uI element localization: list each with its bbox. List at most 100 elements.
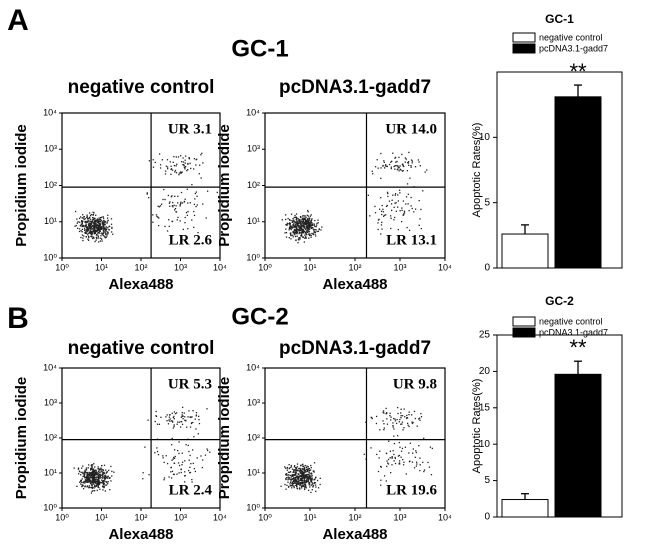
event-dot	[191, 416, 193, 418]
event-dot	[88, 487, 90, 489]
event-dot	[313, 481, 316, 484]
event-dot	[387, 192, 389, 195]
event-dot	[155, 410, 157, 413]
event-dot	[293, 471, 295, 473]
event-dot	[306, 214, 309, 216]
event-dot	[308, 477, 310, 480]
event-dot	[301, 224, 303, 227]
event-dot	[96, 489, 98, 492]
event-dot	[191, 184, 193, 186]
event-dot	[319, 477, 321, 479]
event-dot	[403, 213, 405, 215]
event-dot	[414, 208, 417, 210]
event-dot	[100, 228, 103, 230]
event-dot	[403, 408, 405, 410]
event-dot	[411, 421, 413, 423]
event-dot	[367, 194, 370, 196]
event-dot	[156, 447, 158, 449]
event-dot	[305, 466, 308, 469]
event-dot	[87, 238, 89, 240]
event-dot	[301, 218, 304, 220]
event-dot	[302, 485, 304, 487]
event-dot	[111, 227, 113, 229]
event-dot	[294, 480, 296, 483]
event-dot	[105, 233, 107, 236]
event-dot	[158, 153, 161, 155]
event-dot	[394, 457, 397, 460]
event-dot	[101, 216, 103, 218]
event-dot	[86, 486, 88, 488]
event-dot	[90, 472, 92, 474]
event-dot	[104, 229, 106, 231]
event-dot	[171, 205, 174, 207]
event-dot	[315, 490, 317, 492]
event-dot	[102, 484, 105, 486]
event-dot	[98, 229, 100, 232]
event-dot	[102, 225, 104, 227]
event-dot	[397, 168, 399, 170]
event-dot	[164, 198, 166, 201]
event-dot	[400, 415, 402, 417]
event-dot	[292, 475, 294, 477]
event-dot	[285, 224, 287, 226]
event-dot	[74, 210, 77, 213]
event-dot	[158, 217, 160, 219]
event-dot	[86, 214, 88, 216]
event-dot	[90, 228, 92, 231]
event-dot	[164, 170, 167, 172]
event-dot	[86, 474, 88, 476]
event-dot	[377, 470, 380, 473]
event-dot	[105, 469, 107, 471]
event-dot	[159, 164, 162, 166]
event-dot	[104, 474, 106, 476]
event-dot	[389, 457, 391, 459]
event-dot	[430, 474, 433, 476]
event-dot	[105, 228, 107, 230]
event-dot	[90, 473, 92, 475]
event-dot	[88, 478, 91, 480]
event-dot	[92, 236, 95, 238]
event-dot	[88, 473, 90, 476]
event-dot	[285, 478, 287, 481]
event-dot	[380, 167, 382, 169]
event-dot	[306, 219, 308, 221]
event-dot	[392, 424, 394, 427]
event-dot	[187, 444, 189, 447]
event-dot	[154, 420, 156, 423]
event-dot	[315, 226, 317, 228]
event-dot	[85, 477, 87, 479]
event-dot	[305, 486, 307, 488]
event-dot	[82, 214, 84, 216]
event-dot	[401, 423, 403, 425]
event-dot	[423, 469, 426, 471]
y-tick-label: 0	[484, 512, 490, 523]
event-dot	[307, 473, 309, 476]
event-dot	[83, 475, 85, 477]
event-dot	[405, 473, 407, 475]
event-dot	[285, 477, 288, 479]
event-dot	[88, 236, 90, 239]
event-dot	[294, 474, 297, 476]
event-dot	[87, 481, 89, 483]
event-dot	[102, 482, 104, 484]
event-dot	[94, 240, 96, 243]
event-dot	[95, 226, 98, 229]
event-dot	[175, 211, 177, 213]
event-dot	[107, 227, 109, 229]
event-dot	[99, 481, 102, 484]
event-dot	[403, 212, 406, 214]
event-dot	[167, 168, 169, 170]
event-dot	[296, 232, 298, 235]
event-dot	[407, 424, 409, 426]
event-dot	[386, 412, 388, 414]
event-dot	[308, 474, 310, 476]
event-dot	[297, 223, 299, 225]
event-dot	[306, 471, 308, 473]
event-dot	[397, 412, 399, 415]
event-dot	[101, 223, 104, 225]
event-dot	[168, 219, 170, 221]
event-dot	[106, 235, 108, 237]
event-dot	[94, 231, 97, 233]
event-dot	[146, 192, 148, 194]
event-dot	[180, 203, 182, 205]
